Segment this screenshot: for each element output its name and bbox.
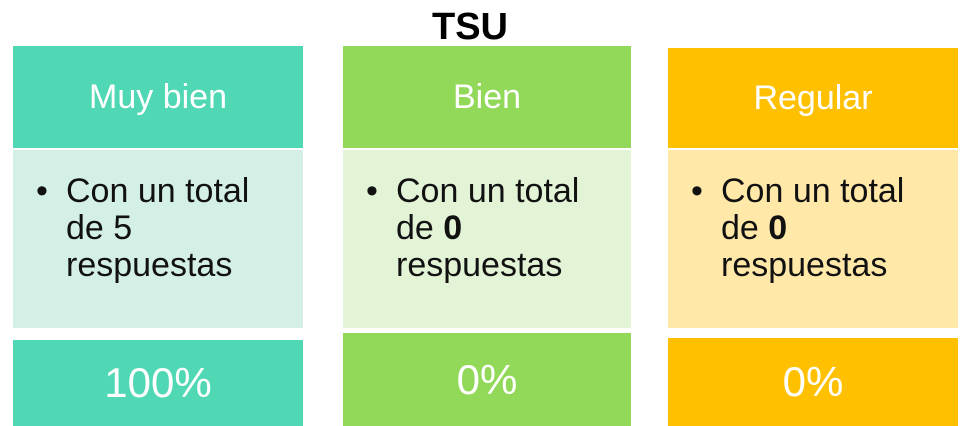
text-before: Con un total de xyxy=(66,172,250,247)
count: 5 xyxy=(113,209,133,247)
text-after: respuestas xyxy=(66,246,233,284)
bullet: • xyxy=(366,172,378,210)
bullet: • xyxy=(691,172,703,210)
column-footer: 0% xyxy=(668,338,958,426)
text-before: Con un total de xyxy=(721,172,905,247)
column-footer: 100% xyxy=(13,340,303,426)
column-header: Muy bien xyxy=(13,46,303,148)
column-header: Regular xyxy=(668,48,958,148)
column-header: Bien xyxy=(343,46,631,148)
text-before: Con un total de xyxy=(396,172,580,247)
title: TSU xyxy=(432,6,508,48)
column-body: • Con un total de 0 respuestas xyxy=(343,150,631,328)
column-body: • Con un total de 0 respuestas xyxy=(668,150,958,328)
column-body: • Con un total de 5 respuestas xyxy=(13,150,303,328)
text-after: respuestas xyxy=(396,246,563,284)
text-after: respuestas xyxy=(721,246,888,284)
bullet: • xyxy=(36,172,48,210)
count: 0 xyxy=(443,209,463,247)
body-text: Con un total de 5 respuestas xyxy=(66,173,292,327)
body-text: Con un total de 0 respuestas xyxy=(396,173,620,327)
body-text: Con un total de 0 respuestas xyxy=(721,173,947,327)
column-footer: 0% xyxy=(343,333,631,426)
count: 0 xyxy=(768,209,788,247)
